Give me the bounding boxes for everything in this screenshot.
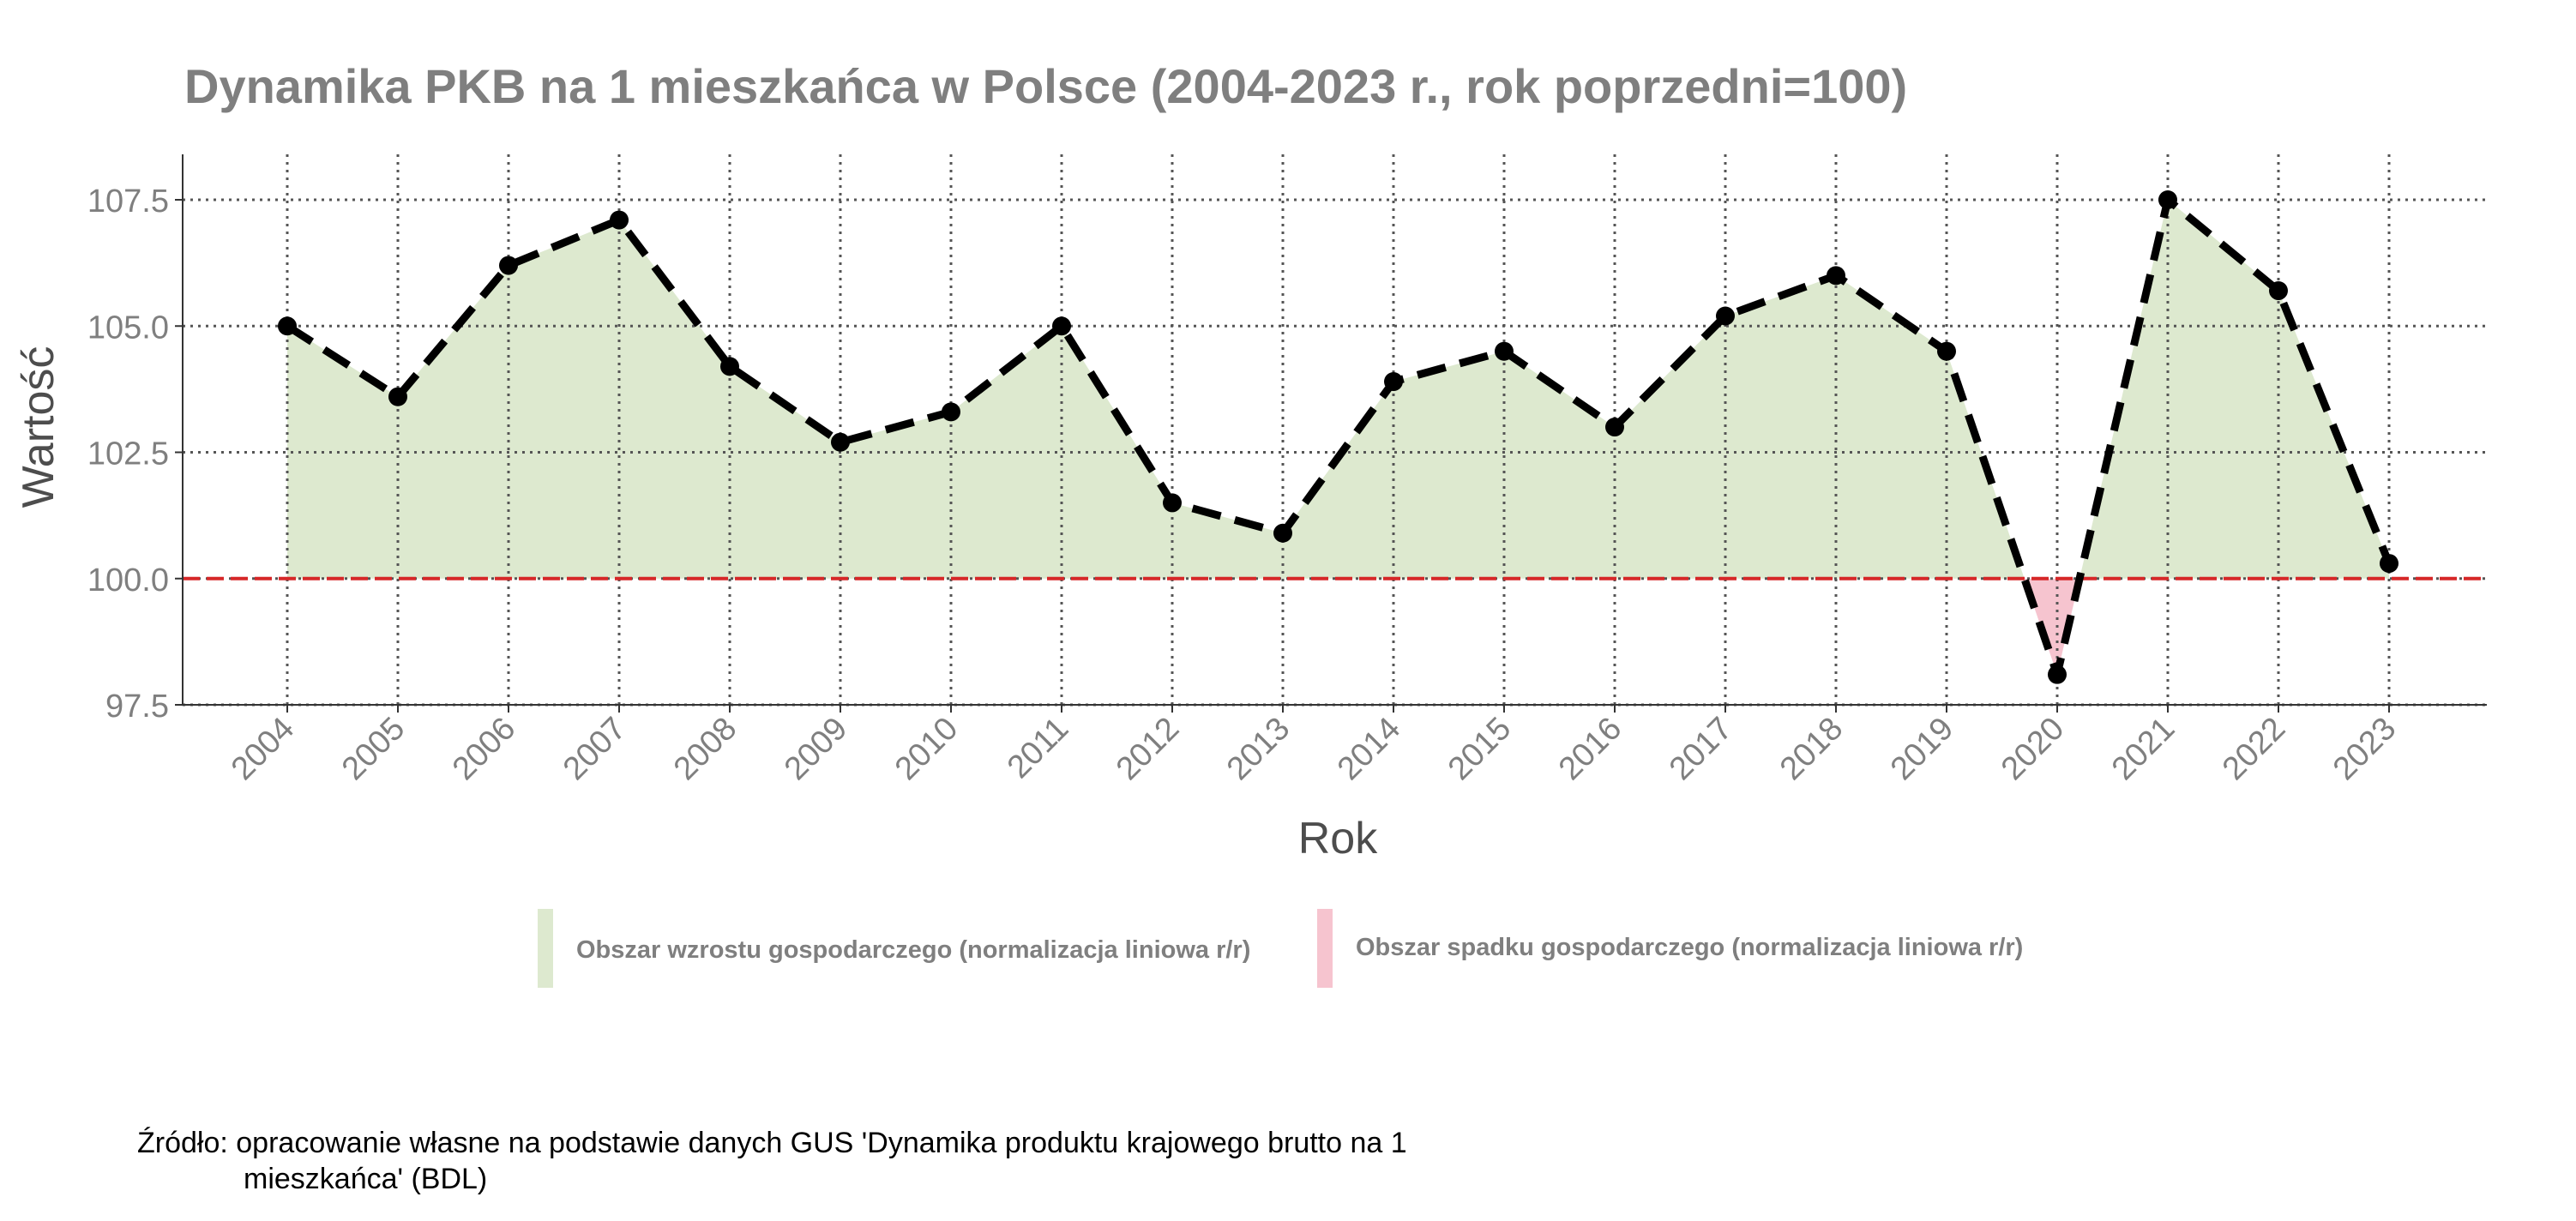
x-axis-title: Rok [1298,814,1378,863]
x-tick-label: 2016 [1552,711,1628,787]
growth-area [730,366,840,579]
x-tick-label: 2023 [2326,711,2403,787]
growth-area [1393,351,1504,579]
growth-area [398,265,509,579]
data-point [1384,372,1403,392]
data-point [942,402,960,422]
x-tick-label: 2012 [1110,711,1186,787]
x-tick-label: 2020 [1995,711,2071,787]
growth-area [1283,382,1393,579]
x-tick-label: 2008 [667,711,743,787]
x-tick-label: 2009 [778,711,854,787]
data-point [1716,306,1735,326]
data-point [1273,523,1292,543]
data-point [2158,190,2177,210]
chart-title: Dynamika PKB na 1 mieszkańca w Polsce (2… [184,59,1907,113]
growth-area [1615,316,1725,579]
source-caption-line2: mieszkańca' (BDL) [244,1163,487,1195]
x-tick-label: 2015 [1441,711,1518,787]
growth-area [2168,200,2278,579]
growth-area [287,326,398,579]
x-tick-label: 2005 [335,711,412,787]
data-point [720,357,739,376]
y-tick-label: 102.5 [87,436,169,472]
data-point [2269,281,2288,301]
plot-panel: 97.5 100.0 102.5 105.0 107.5 2004 2005 2006 2007… [87,154,2487,787]
data-point [610,210,629,230]
x-tick-label: 2014 [1331,711,1407,787]
growth-area [1836,275,1947,579]
y-tick-label: 100.0 [87,562,169,598]
x-tick-label: 2004 [225,711,301,787]
y-axis-title: Wartość [14,346,63,508]
x-tick-label: 2006 [446,711,522,787]
x-tick-label: 2018 [1773,711,1850,787]
x-tick-label: 2019 [1884,711,1960,787]
growth-area [951,326,1062,579]
growth-area [1725,275,1836,579]
y-tick-label: 105.0 [87,310,169,346]
growth-area [509,220,619,579]
x-tick-label: 2021 [2105,711,2182,787]
growth-area [2079,200,2168,579]
source-caption: Źródło: opracowanie własne na podstawie … [137,1127,1407,1195]
data-point [1937,341,1956,361]
data-point [278,316,297,336]
x-tick-label: 2007 [557,711,633,787]
x-tick-label: 2017 [1663,711,1739,787]
growth-area [840,412,951,579]
source-caption-line1: Źródło: opracowanie własne na podstawie … [137,1127,1407,1159]
data-point [1495,341,1514,361]
data-point [2380,554,2398,574]
x-tick-label: 2022 [2216,711,2292,787]
series-line [285,195,2393,679]
data-point [1605,418,1624,437]
data-point [1052,316,1071,336]
data-point [1163,493,1182,513]
data-point [499,256,518,275]
legend: Obszar wzrostu gospodarczego (normalizac… [538,909,2023,988]
legend-growth-swatch [538,909,553,988]
legend-growth-label: Obszar wzrostu gospodarczego (normalizac… [576,936,1250,964]
legend-decline-swatch [1317,909,1333,988]
data-point [388,387,407,406]
data-point [1827,266,1845,286]
x-tick-label: 2013 [1220,711,1297,787]
x-tick-label: 2010 [888,711,965,787]
growth-area [619,220,730,579]
legend-decline-label: Obszar spadku gospodarczego (normalizacj… [1356,934,2023,961]
growth-area [1172,502,1283,579]
data-point [2048,665,2067,684]
x-tick-label: 2011 [1001,711,1075,785]
data-point [831,432,850,452]
y-tick-label: 107.5 [87,183,169,220]
y-tick-label: 97.5 [105,689,169,725]
